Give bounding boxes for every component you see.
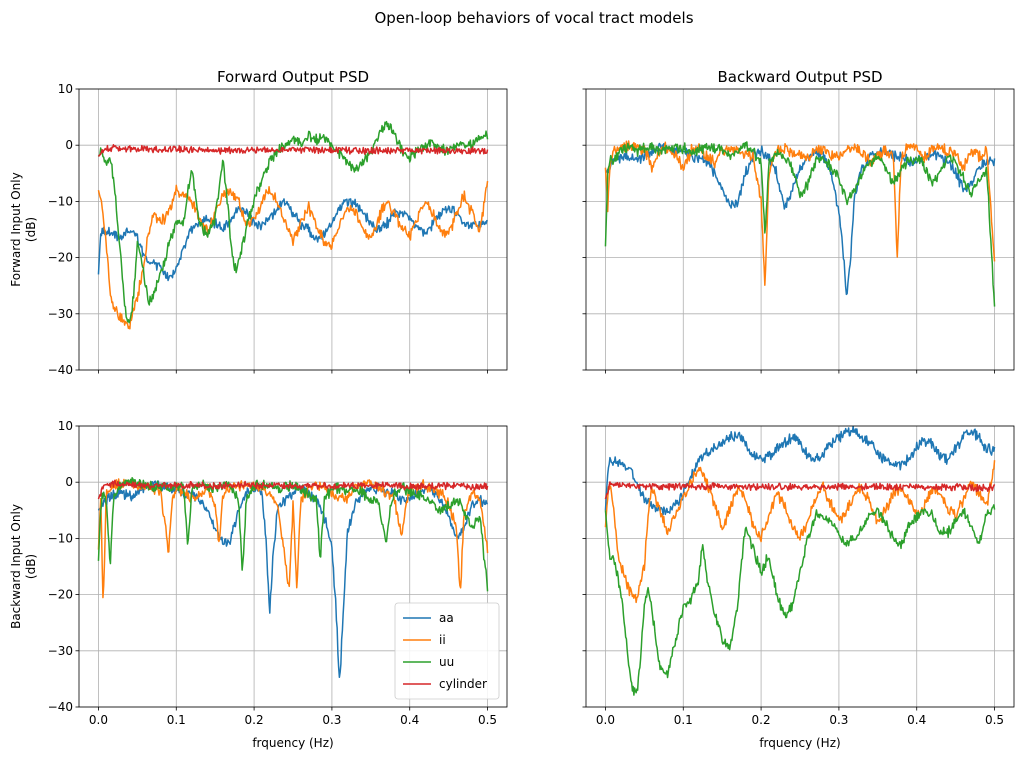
series-aa-line (97, 198, 488, 282)
series-uu-line (97, 120, 489, 324)
x-axis-label: frquency (Hz) (759, 736, 840, 750)
axes-frame (585, 88, 1015, 371)
series-ii-line (604, 140, 996, 286)
y-tick-label: 0 (65, 475, 73, 489)
series-uu-line (97, 477, 489, 592)
x-tick-label: 0.2 (245, 713, 264, 727)
y-tick-label: −40 (48, 700, 73, 714)
y-tick-label: −10 (48, 531, 73, 545)
legend-label-aa: aa (439, 611, 454, 625)
y-tick-label: 0 (65, 138, 73, 152)
y-tick-label: 10 (58, 82, 73, 96)
series-aa-line (604, 142, 996, 296)
y-axis-label: Forward Input Only (9, 172, 23, 286)
y-tick-label: −40 (48, 363, 73, 377)
x-tick-label: 0.3 (322, 713, 341, 727)
series-uu-line (604, 141, 996, 307)
subplot-title: Forward Output PSD (217, 68, 369, 86)
x-axis-label: frquency (Hz) (252, 736, 333, 750)
y-axis-label: Backward Input Only (9, 504, 23, 629)
subplot-2: Backward Output PSD (582, 68, 1015, 374)
series-cylinder-line (97, 144, 489, 157)
y-tick-label: 10 (58, 419, 73, 433)
series-ii-line (97, 478, 489, 599)
x-tick-label: 0.1 (167, 713, 186, 727)
x-tick-label: 0.2 (752, 713, 771, 727)
x-tick-label: 0.4 (400, 713, 419, 727)
series-uu-line (604, 504, 996, 696)
legend-label-ii: ii (439, 633, 446, 647)
subplot-1: −40 −30 −20 −10 0 10 Forward Output PSD Forward… (9, 68, 508, 377)
y-axis-unit-label: (dB) (24, 554, 38, 579)
subplot-3: 0.0 0.1 0.2 0.3 0.4 0.5 −40 −30 −20 −10 0 10 frquenc… (9, 419, 508, 750)
x-tick-label: 0.4 (907, 713, 926, 727)
x-tick-label: 0.5 (985, 713, 1004, 727)
y-tick-label: −10 (48, 194, 73, 208)
axes-frame (585, 425, 1015, 708)
series-ii-line (604, 460, 996, 604)
series-aa-line (604, 426, 996, 516)
y-tick-label: −20 (48, 251, 73, 265)
legend-label-cylinder: cylinder (439, 677, 487, 691)
series-ii-line (97, 180, 489, 330)
series-cylinder-line (604, 481, 996, 500)
series-cylinder-line (97, 479, 489, 500)
x-tick-label: 0.1 (674, 713, 693, 727)
axes-frame (78, 88, 508, 371)
y-tick-label: −30 (48, 307, 73, 321)
x-tick-label: 0.3 (829, 713, 848, 727)
figure-suptitle: Open-loop behaviors of vocal tract model… (374, 9, 693, 27)
y-tick-label: −20 (48, 588, 73, 602)
subplot-title: Backward Output PSD (717, 68, 882, 86)
legend: aa ii uu cylinder (394, 602, 500, 700)
y-axis-unit-label: (dB) (24, 217, 38, 242)
subplot-4: 0.0 0.1 0.2 0.3 0.4 0.5 frquency (Hz) (582, 425, 1015, 750)
y-tick-label: −30 (48, 644, 73, 658)
x-tick-label: 0.0 (89, 713, 108, 727)
axes-frame (78, 425, 508, 708)
legend-label-uu: uu (439, 655, 454, 669)
legend-frame (394, 602, 500, 700)
x-tick-label: 0.0 (596, 713, 615, 727)
x-tick-label: 0.5 (478, 713, 497, 727)
